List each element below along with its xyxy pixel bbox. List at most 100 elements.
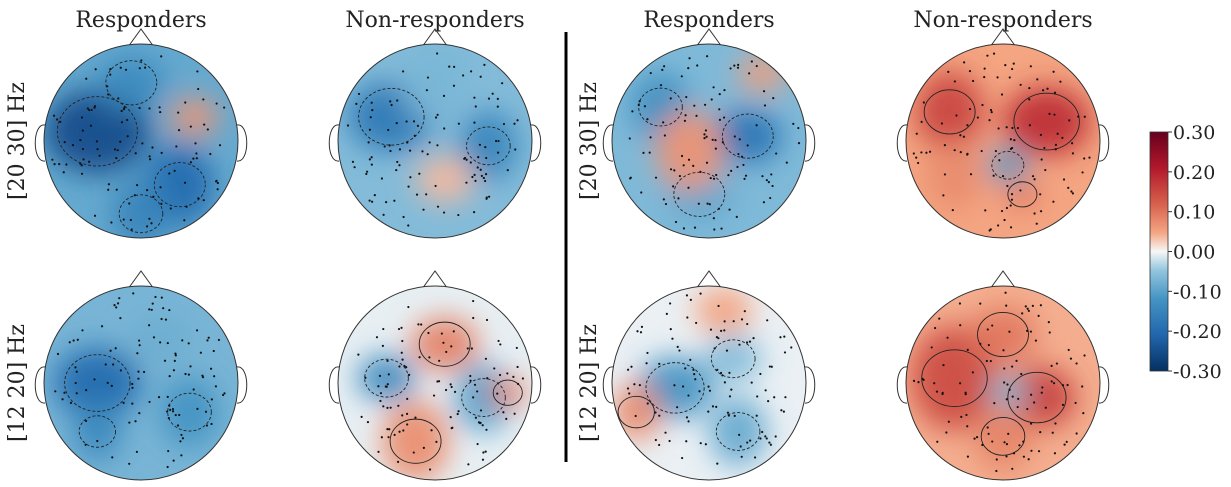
sensor-dot (126, 118, 129, 122)
contour-line (466, 126, 511, 166)
sensor-dot (767, 400, 770, 403)
contour-line (1007, 371, 1067, 424)
sensor-dot (991, 324, 994, 327)
sensor-dot (755, 414, 758, 417)
topomap-r0-c2 (602, 28, 816, 239)
sensor-dot (1000, 209, 1004, 213)
sensor-dot (1008, 76, 1011, 79)
sensor-dot (159, 186, 162, 189)
sensor-dot (1008, 330, 1011, 333)
sensor-dot (472, 299, 475, 303)
sensor-dot (168, 404, 171, 407)
sensor-dot (1067, 186, 1070, 189)
sensor-dot (119, 316, 122, 320)
sensor-dot (959, 151, 962, 154)
sensor-dot (151, 146, 154, 149)
sensor-dot (210, 422, 213, 426)
sensor-dot (1005, 443, 1009, 446)
sensor-dot (440, 332, 443, 335)
sensor-dot (453, 390, 457, 393)
sensor-dot (425, 193, 428, 196)
sensor-dot (994, 149, 997, 153)
sensor-dot (783, 351, 787, 354)
sensor-dot (1010, 146, 1014, 150)
sensor-dot (709, 328, 713, 331)
contour-line (492, 379, 523, 406)
sensor-dot (1000, 93, 1004, 96)
field-blob (704, 335, 763, 383)
left-ear-outline (34, 124, 46, 162)
sensor-dot (1004, 291, 1007, 294)
sensor-dot (1075, 432, 1078, 435)
contour-line (167, 392, 212, 432)
sensor-dot (209, 152, 212, 156)
sensor-dot (106, 381, 109, 384)
sensor-dot (395, 122, 398, 125)
left-ear-outline (602, 124, 614, 162)
sensor-dot (216, 181, 219, 185)
sensor-dot (494, 139, 498, 143)
sensor-dot (481, 424, 484, 427)
sensor-dot (109, 73, 112, 76)
sensor-dot (405, 366, 408, 369)
sensor-dot (987, 343, 990, 347)
sensor-dot (928, 150, 932, 153)
sensor-dot (406, 141, 409, 144)
sensor-dot (665, 312, 668, 315)
sensor-dot (474, 416, 477, 419)
sensor-dot (213, 375, 216, 378)
sensor-dot (386, 406, 389, 409)
sensor-dot (415, 193, 419, 196)
sensor-dot (389, 100, 392, 103)
field-blob (415, 156, 474, 204)
sensor-dot (1026, 307, 1029, 310)
sensor-dot (204, 410, 208, 413)
sensor-dot (380, 177, 384, 180)
sensor-dot (55, 118, 59, 121)
field-blob (694, 286, 753, 334)
sensor-dot (486, 377, 489, 380)
sensor-dot (370, 101, 373, 104)
sensor-dot (1065, 440, 1068, 443)
sensor-dot (729, 67, 732, 70)
sensor-dot (1082, 411, 1085, 415)
sensor-dot (659, 84, 663, 87)
sensor-dot (380, 436, 383, 439)
sensor-dot (137, 370, 140, 373)
sensor-dot (189, 365, 192, 368)
row-label-20-30-hz-right: [20 30] Hz (577, 82, 602, 200)
sensor-dot (966, 455, 970, 458)
sensor-dot (1041, 386, 1044, 389)
sensor-dot (148, 155, 151, 158)
sensor-dot (480, 174, 483, 178)
sensor-dot (765, 179, 768, 182)
sensor-dot (437, 380, 441, 383)
sensor-dot (711, 138, 714, 141)
sensor-dot (1074, 401, 1077, 405)
sensor-dot (377, 450, 380, 453)
sensor-dot (119, 66, 122, 69)
sensor-dot (1053, 91, 1057, 94)
sensor-dot (966, 124, 969, 127)
sensor-dot (661, 68, 664, 71)
nose-outline (989, 270, 1017, 290)
sensor-dot (997, 224, 1000, 227)
sensor-dot (687, 420, 690, 423)
sensor-dot (141, 142, 144, 145)
sensor-dot (163, 359, 167, 362)
sensor-dot (1075, 362, 1078, 365)
sensor-dot (728, 371, 731, 374)
sensor-dot (728, 395, 732, 398)
sensor-dot (183, 181, 187, 184)
sensor-dot (682, 227, 686, 230)
field-blob (612, 383, 661, 442)
sensor-dot (438, 359, 441, 362)
sensor-dot (712, 177, 716, 180)
sensor-dot (638, 100, 641, 103)
sensor-dot (398, 365, 401, 368)
sensor-dot (371, 200, 374, 203)
sensor-dot (976, 116, 979, 119)
sensor-dot (158, 106, 161, 109)
sensor-dot (71, 144, 75, 147)
sensor-dot (479, 409, 483, 412)
